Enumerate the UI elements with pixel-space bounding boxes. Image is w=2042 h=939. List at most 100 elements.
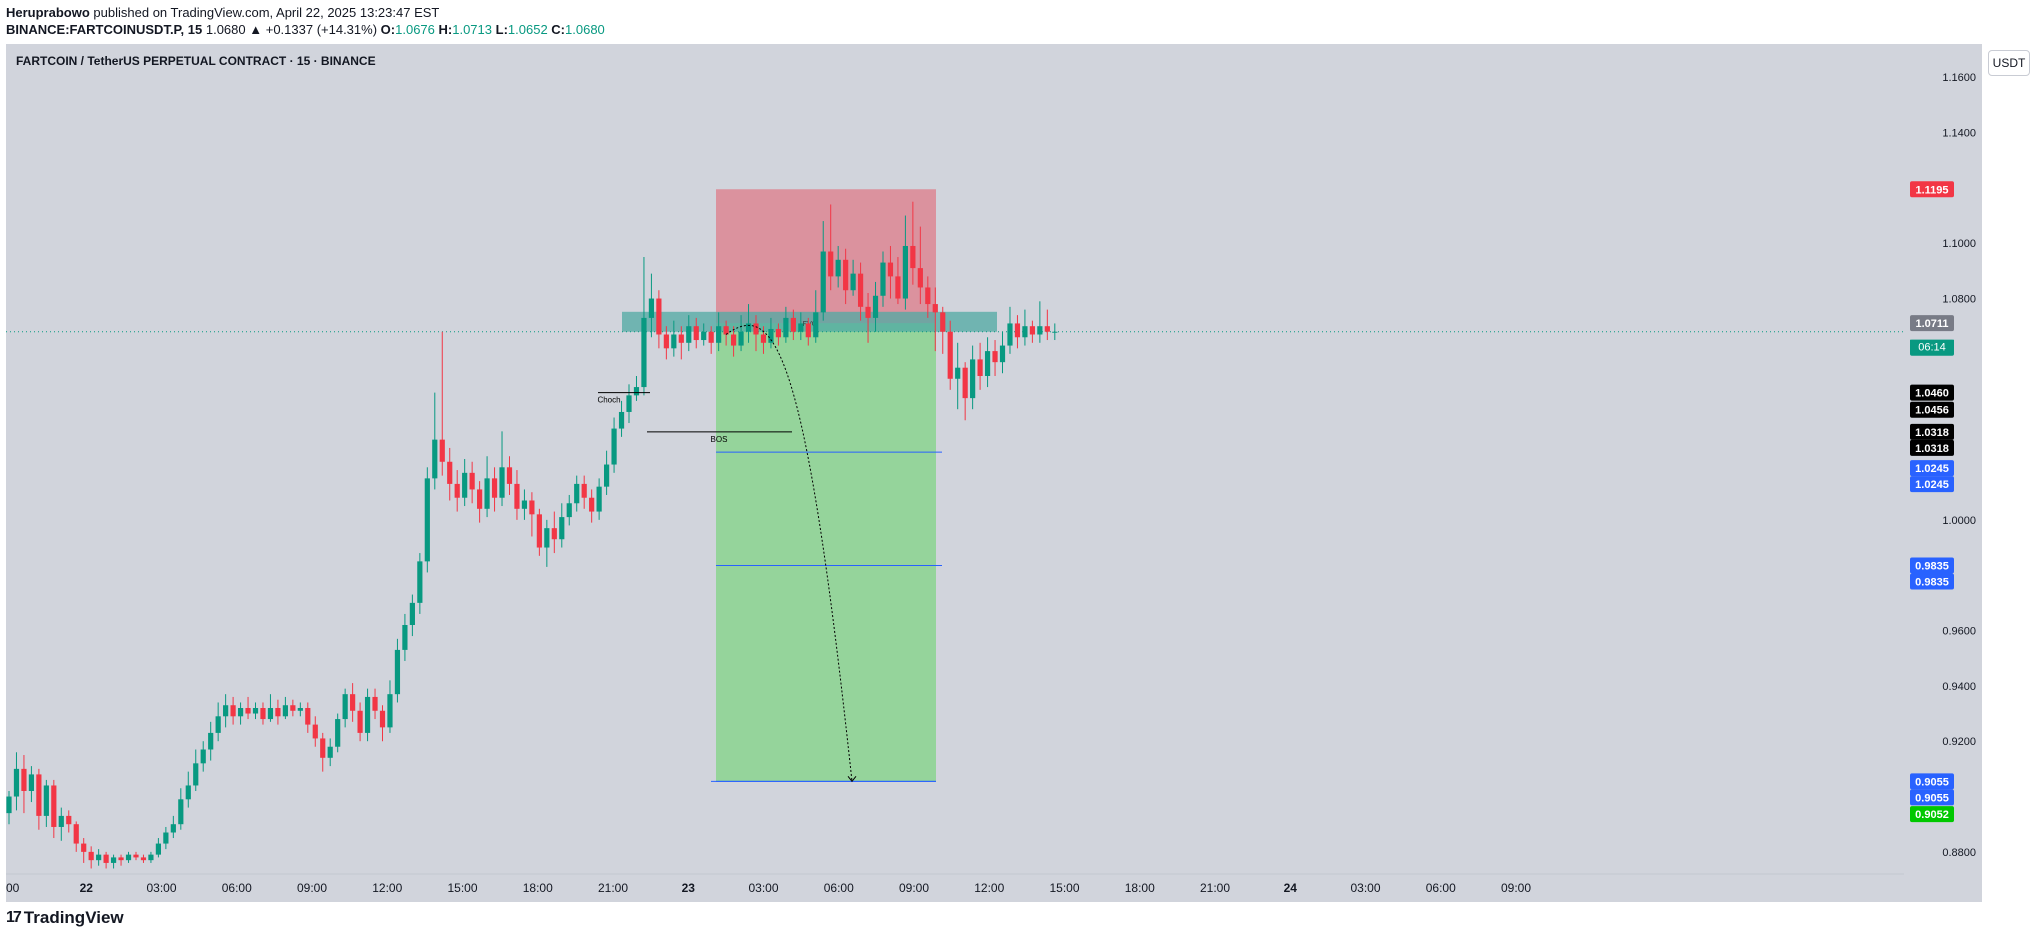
candle-body [529, 500, 535, 515]
candle-body [125, 854, 132, 861]
close-value: 1.0680 [565, 22, 605, 37]
candle-body [940, 312, 946, 332]
chart-area[interactable]: FVGChochBOS1.16001.14001.10001.08001.000… [6, 44, 1982, 902]
candle-body [581, 483, 587, 498]
candle-body [872, 295, 879, 318]
candle-body [887, 262, 894, 277]
candle-body [820, 251, 826, 313]
candle-body [678, 334, 684, 343]
candle-body [1052, 331, 1058, 333]
candle-body [237, 708, 244, 717]
candle-body [708, 331, 714, 343]
x-tick-label: 18:00 [1125, 881, 1155, 895]
price-tag-label: 0.9052 [1915, 809, 1949, 821]
x-tick-label: 03:00 [146, 881, 176, 895]
x-tick-label: 22 [80, 881, 94, 895]
candle-body [372, 696, 378, 711]
candle-body [775, 328, 782, 338]
candle-body [110, 857, 117, 863]
candle-body [394, 649, 401, 695]
price-tag-label: 1.0245 [1915, 463, 1949, 475]
x-tick-label: 21:00 [1200, 881, 1230, 895]
price-tag [1910, 789, 1954, 806]
price-tag-label: 1.0456 [1915, 405, 1949, 417]
publish-info: published on TradingView.com, April 22, … [93, 5, 440, 20]
candle-body [335, 719, 341, 747]
candle-body [155, 843, 161, 855]
x-tick-label: 24 [1284, 881, 1298, 895]
candle-body [13, 768, 20, 797]
candle-body [267, 708, 274, 720]
candle-body [977, 359, 983, 376]
candle-body [805, 323, 811, 338]
candle-body [574, 483, 580, 504]
x-tick-label: 09:00 [1501, 881, 1531, 895]
candle-body [917, 268, 923, 288]
candle-body [409, 602, 415, 625]
currency-button[interactable]: USDT [1988, 50, 2030, 76]
symbol-line: BINANCE:FARTCOINUSDT.P, 15 [6, 22, 203, 37]
x-tick-label: 15:00 [447, 881, 477, 895]
candle-body [910, 245, 916, 269]
candle-body [140, 857, 147, 861]
candle-body [163, 832, 169, 844]
candle-body [252, 708, 259, 714]
open-value: 1.0676 [395, 22, 435, 37]
ohlc-line: BINANCE:FARTCOINUSDT.P, 15 1.0680 ▲ +0.1… [6, 21, 605, 38]
x-tick-label: 06:00 [1426, 881, 1456, 895]
candle-body [342, 694, 348, 720]
candle-body [148, 854, 154, 861]
candle-body [1014, 323, 1021, 338]
tradingview-logo-icon: 17 [6, 909, 22, 926]
candle-body [387, 694, 393, 728]
candle-body [828, 251, 834, 277]
candle-body [447, 461, 453, 484]
candle-body [439, 439, 445, 462]
candle-body [1007, 323, 1013, 346]
x-tick-label: 09:00 [297, 881, 327, 895]
candle-body [290, 705, 296, 711]
price-tag [1910, 423, 1954, 440]
price-tag-label: 0.9055 [1915, 776, 1949, 788]
candle-body [170, 824, 176, 833]
candle-body [760, 334, 767, 343]
candle-body [596, 486, 602, 512]
author-name[interactable]: Heruprabowo [6, 5, 90, 20]
x-tick-label: 03:00 [748, 881, 778, 895]
y-tick-label: 1.1600 [1942, 72, 1976, 84]
candle-body [559, 517, 565, 540]
chart-canvas[interactable]: FVGChochBOS1.16001.14001.10001.08001.000… [6, 44, 1982, 902]
candle-body [28, 774, 35, 791]
candle-body [521, 500, 528, 509]
candle-body [103, 854, 109, 863]
tradingview-logo-text: TradingView [23, 908, 124, 927]
fvg-zone [622, 311, 997, 332]
tradingview-logo[interactable]: 17 TradingView [6, 908, 124, 928]
candle-body [738, 331, 744, 346]
candle-body [880, 262, 886, 296]
candle-body [611, 428, 617, 465]
candle-body [21, 768, 27, 791]
candle-body [245, 708, 251, 714]
candle-body [223, 705, 229, 717]
candle-body [544, 528, 550, 548]
x-tick-label: 03:00 [1350, 881, 1380, 895]
candle-body [417, 561, 423, 603]
candle-body [484, 478, 490, 509]
candle-body [783, 317, 789, 338]
candle-body [656, 298, 662, 335]
candle-body [790, 317, 796, 332]
candle-body [618, 411, 625, 429]
price-tag [1910, 460, 1954, 477]
candle-body [604, 464, 610, 487]
candle-body [723, 326, 729, 335]
candle-body [947, 331, 953, 379]
candle-body [297, 708, 303, 711]
candle-body [6, 796, 12, 814]
candle-body [178, 799, 184, 825]
high-label: H: [438, 22, 453, 37]
chart-header: Heruprabowo published on TradingView.com… [6, 4, 605, 38]
high-value: 1.0713 [452, 22, 492, 37]
candle-body [200, 749, 206, 764]
candle-body [693, 326, 699, 341]
